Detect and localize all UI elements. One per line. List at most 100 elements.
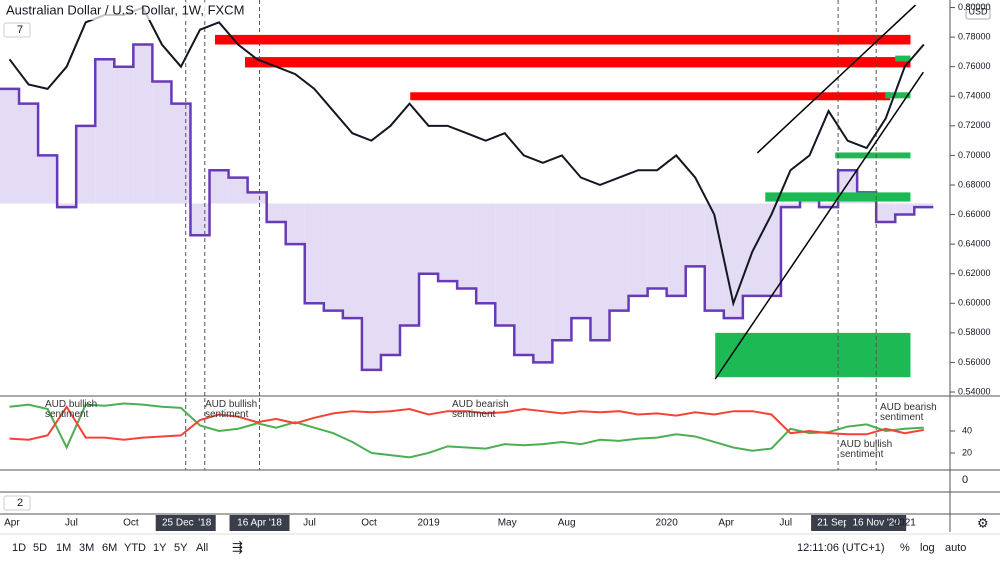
sentiment-line — [0, 43, 934, 372]
sentiment-bar — [361, 203, 381, 370]
sentiment-bar — [190, 203, 210, 236]
sentiment-bar — [57, 203, 77, 208]
pane-label: 2 — [17, 497, 23, 509]
sentiment-bar — [171, 103, 191, 204]
range-button[interactable]: 5Y — [174, 542, 188, 554]
sentiment-bar — [704, 203, 724, 311]
main-pane — [0, 0, 934, 396]
sentiment-series — [9, 404, 924, 441]
currency: USD — [968, 6, 988, 16]
y-tick-label: 0.68000 — [958, 179, 991, 189]
y-tick-label: 0.64000 — [958, 239, 991, 249]
sentiment-bar — [514, 203, 534, 356]
x-tick-label: '18 — [198, 518, 211, 529]
range-button[interactable]: 1M — [56, 542, 72, 554]
y-tick-label: 0.66000 — [958, 209, 991, 219]
sentiment-series — [9, 402, 924, 459]
title-bg — [0, 2, 230, 20]
x-tick-label: Apr — [4, 518, 20, 529]
range-button[interactable]: 6M — [102, 542, 118, 554]
x-tick-label: 2020 — [656, 518, 679, 529]
sentiment-bar — [114, 66, 134, 204]
sentiment-bar — [685, 203, 705, 267]
y-tick-label: 0.74000 — [958, 91, 991, 101]
pane-box[interactable] — [3, 495, 31, 511]
y-tick-label: 0.58000 — [958, 327, 991, 337]
trendline — [756, 4, 916, 154]
x-tick-label: Jul — [303, 518, 316, 529]
zone — [835, 152, 911, 159]
y-tick-label: 0.54000 — [958, 386, 991, 396]
sentiment-bar — [666, 203, 686, 296]
sentiment-bar — [266, 203, 286, 222]
sentiment-bar — [457, 203, 477, 289]
y-tick-label: 0.56000 — [958, 357, 991, 367]
range-button[interactable]: 1D — [12, 542, 27, 554]
sentiment-bar — [76, 125, 96, 204]
sentiment-bar — [323, 203, 343, 311]
annotation: AUD bullish sentiment — [45, 399, 98, 420]
sentiment-bar — [209, 170, 229, 204]
sentiment-bar — [761, 203, 781, 296]
sentiment-bar — [647, 203, 667, 289]
sentiment-bar — [495, 203, 515, 326]
sentiment-bar — [380, 203, 400, 356]
zone — [895, 55, 911, 62]
indicator-label: 7 — [17, 24, 23, 36]
range-button[interactable]: YTD — [124, 542, 146, 554]
sentiment-bar — [133, 44, 153, 204]
settings-icon[interactable]: ⚙ — [977, 515, 989, 530]
y-tick-label: 40 — [962, 425, 972, 435]
x-tick-label: 2019 — [417, 518, 440, 529]
sentiment-bar — [590, 203, 610, 341]
range-button[interactable]: 5D — [33, 542, 48, 554]
x-tick-label: Jul — [65, 518, 78, 529]
currency-box — [965, 4, 991, 20]
date-marker-bg — [195, 515, 214, 531]
zone — [715, 332, 911, 378]
y-tick-label: 0.62000 — [958, 268, 991, 278]
sentiment-bar — [476, 203, 496, 304]
x-tick-label: May — [498, 518, 517, 529]
sentiment-bar — [0, 88, 20, 204]
annotation: AUD bullish sentiment — [840, 439, 893, 460]
date-marker-bg — [229, 515, 290, 531]
pane-tick: 0 — [962, 474, 968, 486]
x-tick-label: 16 Apr '18 — [237, 518, 282, 529]
y-tick-label: 20 — [962, 447, 972, 457]
range-button[interactable]: All — [196, 542, 209, 554]
sentiment-bar — [304, 203, 324, 304]
sentiment-bar — [609, 203, 629, 311]
clock[interactable]: 12:11:06 (UTC+1) — [797, 542, 885, 554]
log-toggle[interactable]: log — [920, 542, 935, 554]
x-tick-label: 16 Nov '20 — [852, 518, 900, 529]
annotation: AUD bearish sentiment — [880, 402, 937, 423]
sentiment-bar — [780, 203, 800, 208]
sentiment-bar — [400, 203, 420, 326]
sentiment-bar — [552, 203, 572, 341]
sentiment-pane — [9, 398, 924, 470]
x-tick-label: 25 Dec '17 — [162, 518, 210, 529]
sentiment-bar — [438, 203, 458, 282]
auto-toggle[interactable]: auto — [945, 542, 967, 554]
indicator-box[interactable] — [3, 22, 31, 38]
zone — [215, 34, 911, 45]
x-tick-label: Oct — [361, 518, 377, 529]
sentiment-bar — [895, 203, 915, 215]
sentiment-bar — [285, 203, 305, 245]
annotation: AUD bearish sentiment — [452, 399, 509, 420]
x-tick-label: Oct — [123, 518, 139, 529]
date-range-icon[interactable]: ⇶ — [232, 539, 243, 554]
range-button[interactable]: 1Y — [153, 542, 167, 554]
sentiment-bar — [152, 81, 172, 204]
sentiment-bar — [38, 155, 58, 204]
sentiment-bar — [95, 59, 115, 204]
sentiment-bar — [342, 203, 362, 319]
sentiment-bar — [571, 203, 591, 319]
x-tick-label: 21 Sep '2 — [817, 518, 859, 529]
sentiment-bar — [228, 177, 248, 204]
range-button[interactable]: 3M — [79, 542, 95, 554]
percent-toggle[interactable]: % — [900, 542, 910, 554]
